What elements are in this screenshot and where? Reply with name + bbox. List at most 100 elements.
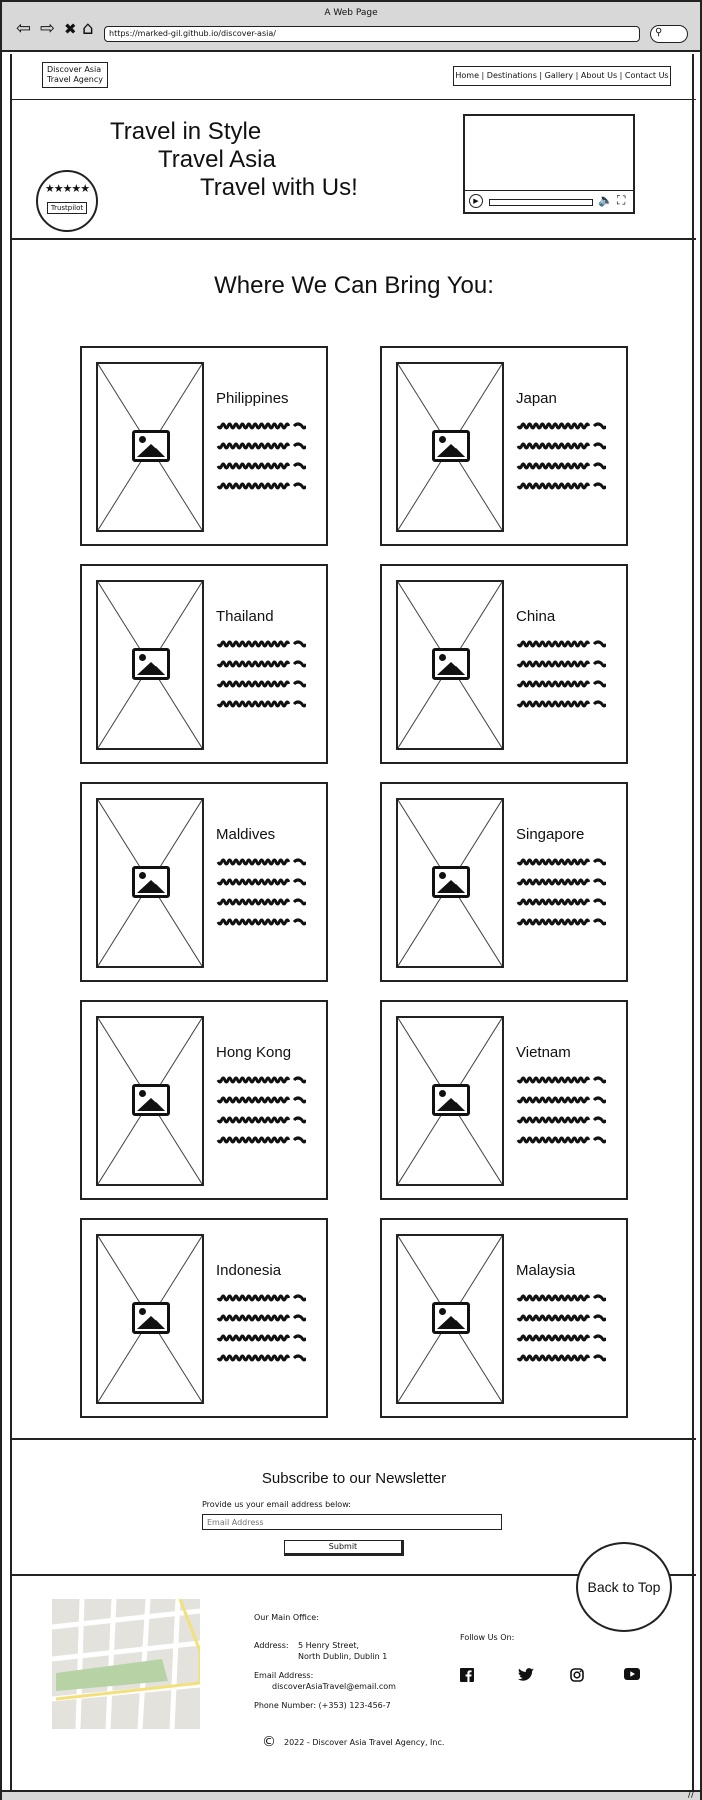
placeholder-text-line [516,918,606,926]
contact-email[interactable]: discoverAsiaTravel@email.com [272,1682,396,1691]
copyright-text: 2022 - Discover Asia Travel Agency, Inc. [284,1738,445,1747]
placeholder-text-line [516,482,606,490]
destination-card[interactable]: Philippines [80,346,328,546]
placeholder-text-line [516,1294,606,1302]
destination-name: Japan [516,390,557,407]
back-arrow-icon[interactable]: ⇦ [16,18,32,39]
instagram-icon[interactable] [570,1668,584,1686]
destination-name: Malaysia [516,1262,576,1279]
placeholder-text-line [516,462,606,470]
trustpilot-label: Trustpilot [46,202,88,214]
video-progress-bar[interactable] [489,199,593,206]
placeholder-text-line [216,422,306,430]
browser-search-box[interactable]: ⚲ [650,25,688,43]
phone-number: Phone Number: (+353) 123-456-7 [254,1701,391,1710]
placeholder-text-line [216,1314,306,1322]
hero-line-2: Travel Asia [158,146,276,173]
play-icon[interactable]: ▶ [469,194,483,208]
facebook-icon[interactable] [460,1668,474,1686]
placeholder-text-line [516,1096,606,1104]
destination-name: Maldives [216,826,276,843]
main-navigation[interactable]: Home | Destinations | Gallery | About Us… [453,66,671,86]
submit-button[interactable]: Submit [284,1540,404,1556]
placeholder-text-line [216,1354,306,1362]
placeholder-text-line [516,878,606,886]
placeholder-text-line [516,1116,606,1124]
address-line-1: 5 Henry Street, [298,1641,360,1650]
destination-card[interactable]: Indonesia [80,1218,328,1418]
video-player[interactable]: ▶ 🔈 ⛶ [463,114,635,214]
placeholder-text-line [516,1076,606,1084]
destination-name: Indonesia [216,1262,282,1279]
placeholder-text-line [516,700,606,708]
youtube-icon[interactable] [624,1668,640,1684]
url-bar[interactable]: https://marked-gil.github.io/discover-as… [104,26,640,42]
placeholder-text-line [216,878,306,886]
destination-card[interactable]: Maldives [80,782,328,982]
placeholder-text-line [516,1314,606,1322]
placeholder-text-line [516,442,606,450]
address-label: Address: [254,1641,289,1650]
volume-icon[interactable]: 🔈 [598,193,613,207]
placeholder-text-line [216,482,306,490]
destination-card[interactable]: China [380,564,628,764]
forward-arrow-icon[interactable]: ⇨ [40,18,56,39]
placeholder-text-line [216,1076,306,1084]
home-icon[interactable]: ⌂ [82,18,94,39]
address-line-2: North Dublin, Dublin 1 [298,1652,388,1661]
placeholder-text-line [216,858,306,866]
copyright-icon: © [262,1734,276,1750]
newsletter-prompt: Provide us your email address below: [202,1500,351,1509]
trustpilot-badge[interactable]: ★★★★★ Trustpilot [36,170,98,232]
image-icon [132,866,170,898]
destination-card[interactable]: Japan [380,346,628,546]
email-field[interactable] [202,1514,502,1530]
placeholder-text-line [216,1294,306,1302]
placeholder-text-line [216,700,306,708]
office-map[interactable] [52,1599,200,1729]
destination-name: Hong Kong [216,1044,292,1061]
image-icon [132,1302,170,1334]
destination-card[interactable]: Vietnam [380,1000,628,1200]
newsletter-title: Subscribe to our Newsletter [261,1470,447,1487]
site-footer: Our Main Office: Address: 5 Henry Street… [12,1576,696,1790]
rating-stars: ★★★★★ [44,182,90,195]
destination-card[interactable]: Thailand [80,564,328,764]
resize-grip-icon[interactable]: // [687,1790,694,1800]
image-icon [132,1084,170,1116]
destination-image-placeholder [96,1016,204,1186]
window-title: A Web Page [324,8,378,18]
image-icon [432,866,470,898]
placeholder-text-line [516,680,606,688]
logo-line-1: Discover Asia [47,65,102,74]
twitter-icon[interactable] [518,1668,534,1686]
hero-line-1: Travel in Style [110,118,262,145]
site-header: Discover Asia Travel Agency Home | Desti… [12,54,696,100]
close-icon[interactable]: ✖ [64,20,77,38]
office-heading: Our Main Office: [254,1613,319,1622]
destination-card[interactable]: Hong Kong [80,1000,328,1200]
destination-card[interactable]: Singapore [380,782,628,982]
destination-card[interactable]: Malaysia [380,1218,628,1418]
destination-image-placeholder [96,362,204,532]
placeholder-text-line [216,1096,306,1104]
destination-image-placeholder [396,798,504,968]
placeholder-text-line [516,1136,606,1144]
placeholder-text-line [216,1334,306,1342]
placeholder-text-line [216,680,306,688]
page-content: Discover Asia Travel Agency Home | Desti… [10,54,696,1790]
destination-image-placeholder [96,580,204,750]
placeholder-text-line [216,898,306,906]
newsletter-section: Subscribe to our Newsletter Provide us y… [12,1438,696,1576]
fullscreen-icon[interactable]: ⛶ [617,193,626,207]
destination-image-placeholder [96,1234,204,1404]
back-to-top-button[interactable]: Back to Top [576,1542,672,1632]
image-icon [432,1084,470,1116]
follow-heading: Follow Us On: [460,1633,515,1642]
site-logo[interactable]: Discover Asia Travel Agency [42,62,108,88]
placeholder-text-line [516,1334,606,1342]
destinations-heading: Where We Can Bring You: [214,272,494,299]
placeholder-text-line [216,660,306,668]
destination-name: Singapore [516,826,585,843]
